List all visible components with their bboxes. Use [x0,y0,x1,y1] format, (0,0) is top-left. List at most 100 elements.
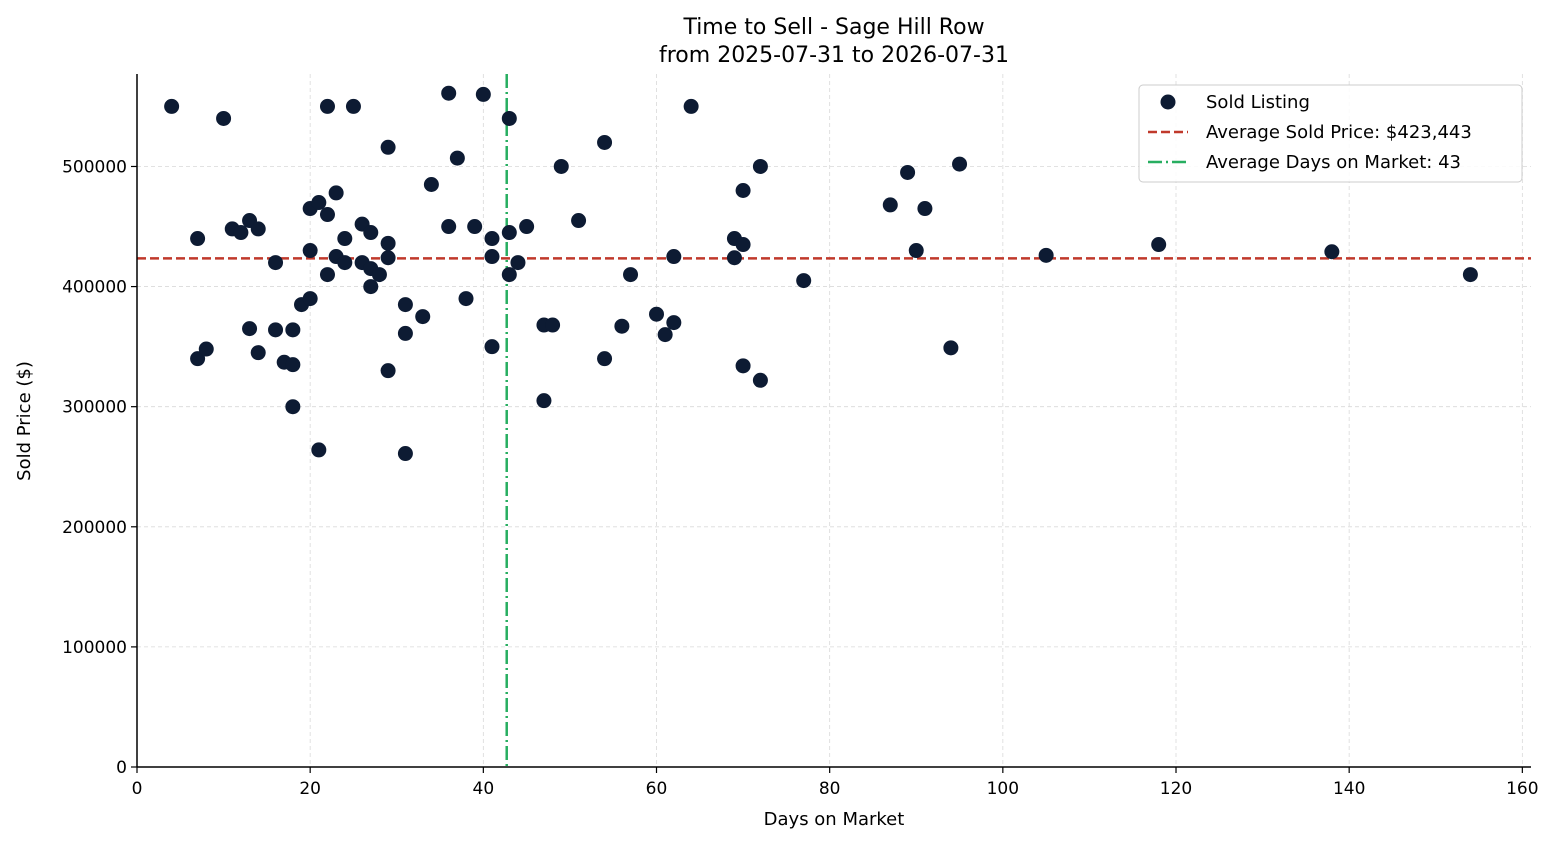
data-point [285,357,301,373]
data-point [164,98,180,114]
y-tick-label: 500000 [62,157,127,177]
data-point [363,279,379,295]
data-point [683,98,699,114]
data-point [882,197,898,213]
data-point [1151,237,1167,253]
data-point [735,237,751,253]
data-point [397,325,413,341]
data-point [484,249,500,265]
data-point [536,393,552,409]
data-point [666,315,682,331]
data-point [657,327,673,343]
data-point [614,318,630,334]
data-point [371,267,387,283]
data-point [571,213,587,229]
data-point [311,195,327,211]
data-point [233,225,249,241]
data-point [726,250,742,266]
data-point [319,207,335,223]
x-tick-label: 100 [987,779,1019,799]
data-point [337,231,353,247]
axes [136,74,1531,768]
data-point [545,317,561,333]
data-point [952,156,968,172]
data-point [735,183,751,199]
legend: Sold Listing Average Sold Price: $423,44… [1138,84,1523,183]
x-tick-label: 60 [646,779,668,799]
data-point [380,235,396,251]
data-point [553,158,569,174]
legend-label-avg-price: Average Sold Price: $423,443 [1206,122,1472,143]
data-point [250,345,266,361]
data-point [467,219,483,235]
y-tick-label: 200000 [62,518,127,538]
y-tick-label: 100000 [62,638,127,658]
data-point [501,267,517,283]
data-point [380,250,396,266]
data-point [943,340,959,356]
x-tick-label: 0 [132,779,143,799]
data-point [285,399,301,415]
data-point [519,219,535,235]
x-axis-label: Days on Market [764,809,905,830]
data-point [216,110,232,126]
chart-subtitle: from 2025-07-31 to 2026-07-31 [659,43,1009,68]
legend-label-points: Sold Listing [1206,92,1310,113]
x-tick-label: 40 [473,779,495,799]
y-tick-label: 0 [116,758,127,778]
data-point [268,255,284,271]
data-point [510,255,526,271]
data-point [666,249,682,265]
data-point [623,267,639,283]
data-point [475,86,491,102]
y-tick-label: 400000 [62,278,127,298]
x-tick-label: 160 [1506,779,1538,799]
data-point [908,243,924,259]
data-point [796,273,812,289]
data-points [164,85,1478,462]
data-point [319,267,335,283]
reference-lines [137,74,1531,767]
legend-marker-points [1160,94,1176,110]
data-point [337,255,353,271]
data-point [363,225,379,241]
data-point [597,134,613,150]
data-point [752,372,768,388]
data-point [597,351,613,367]
data-point [649,306,665,322]
data-point [1462,267,1478,283]
data-point [501,225,517,241]
data-point [190,231,206,247]
data-point [449,150,465,166]
y-axis-ticks: 0 100000 200000 300000 400000 500000 [62,157,137,778]
data-point [441,219,457,235]
data-point [458,291,474,307]
data-point [380,139,396,155]
y-tick-label: 300000 [62,398,127,418]
data-point [268,322,284,338]
data-point [250,221,266,237]
data-point [441,85,457,101]
data-point [242,321,258,337]
data-point [397,297,413,313]
x-tick-label: 20 [299,779,321,799]
data-point [917,201,933,217]
data-point [397,446,413,462]
data-point [311,442,327,458]
data-point [484,231,500,247]
data-point [190,351,206,367]
legend-box [1138,84,1523,183]
y-axis-label: Sold Price ($) [14,361,35,481]
data-point [302,243,318,259]
data-point [735,358,751,374]
data-point [1324,244,1340,260]
x-tick-label: 120 [1160,779,1192,799]
data-point [415,309,431,325]
legend-label-avg-days: Average Days on Market: 43 [1206,152,1461,173]
data-point [198,341,214,357]
data-point [345,98,361,114]
data-point [423,176,439,192]
x-axis-ticks: 0 20 40 60 80 100 120 140 160 [132,767,1539,799]
data-point [380,363,396,379]
